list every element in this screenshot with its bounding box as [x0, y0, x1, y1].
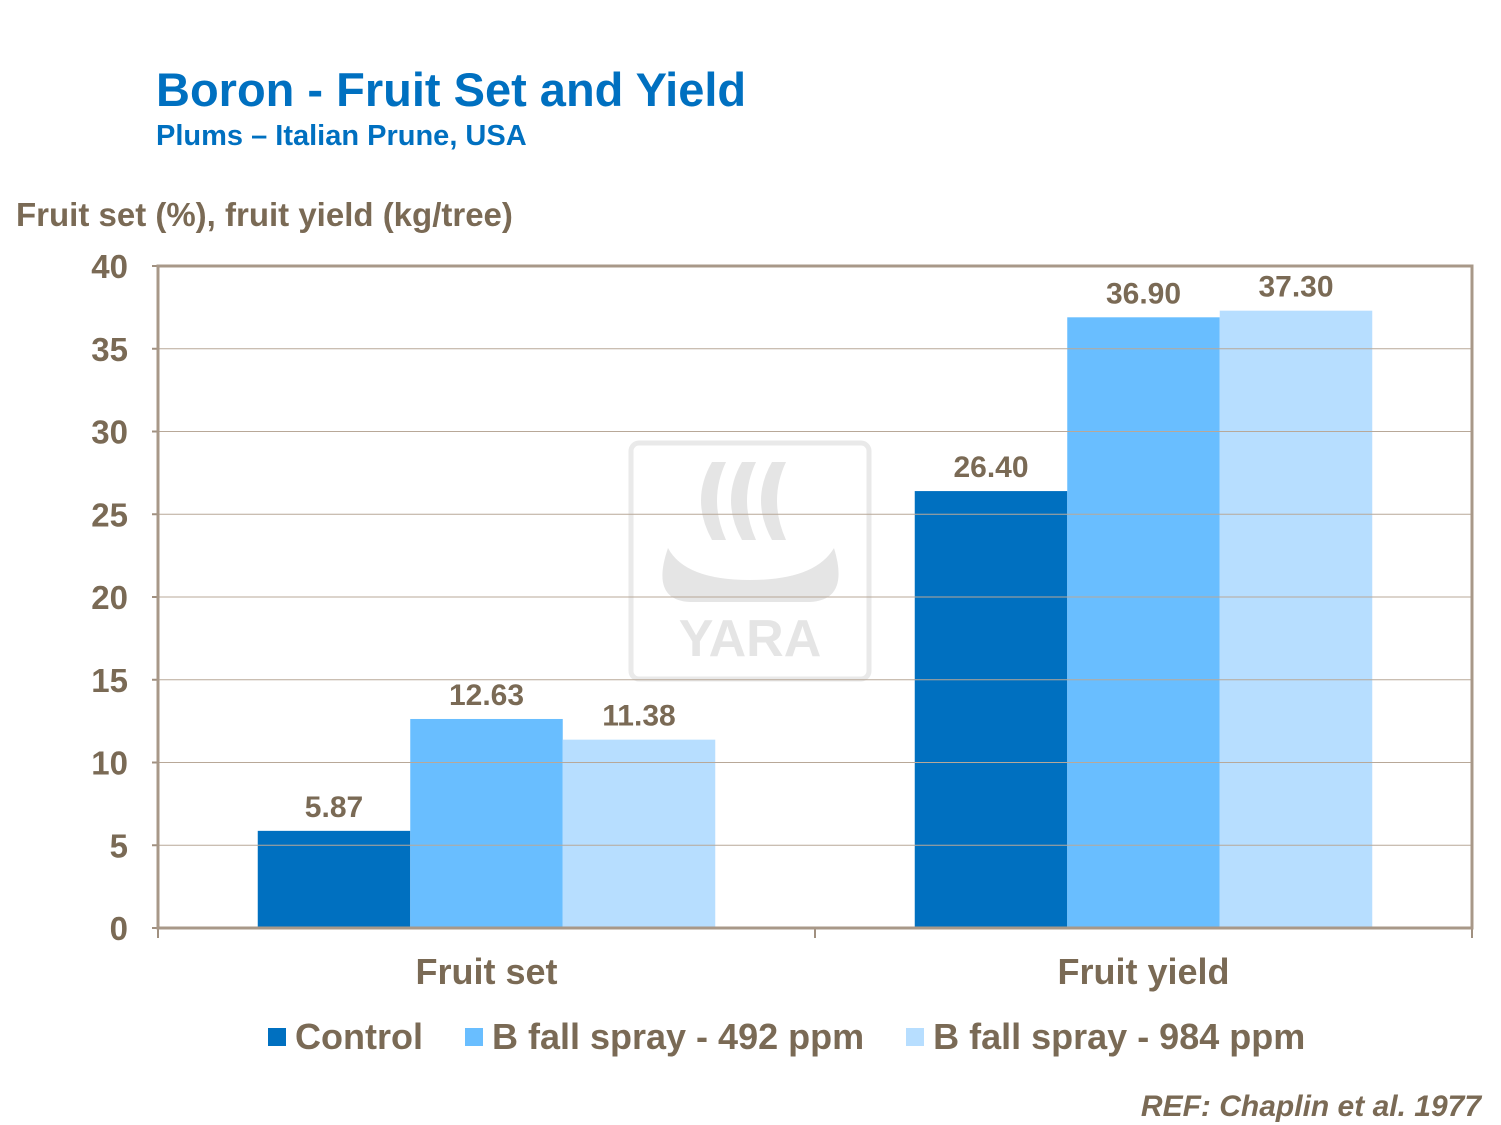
y-tick-label: 30	[91, 414, 128, 451]
yara-logo-watermark: YARA	[628, 440, 872, 682]
data-label: 37.30	[1258, 271, 1333, 304]
legend-item: B fall spray - 984 ppm	[906, 1016, 1305, 1058]
bar-fruit-yield	[1067, 317, 1220, 928]
chart-title: Boron - Fruit Set and Yield	[156, 63, 747, 116]
x-tick-label: Fruit yield	[1057, 951, 1229, 992]
y-tick-label: 35	[91, 331, 128, 368]
data-label: 5.87	[305, 791, 363, 824]
data-label: 11.38	[602, 700, 675, 733]
legend: Control B fall spray - 492 ppm B fall spra…	[268, 1016, 1347, 1058]
legend-item: Control	[268, 1016, 423, 1058]
legend-swatch	[268, 1028, 286, 1046]
chart-subtitle: Plums – Italian Prune, USA	[156, 120, 527, 152]
bar-fruit-set	[257, 830, 411, 928]
y-tick-label: 40	[91, 248, 128, 285]
legend-swatch	[906, 1028, 925, 1046]
y-tick-label: 20	[91, 579, 128, 616]
legend-swatch	[464, 1028, 483, 1046]
bar-fruit-yield	[914, 491, 1068, 928]
plot-area-border	[156, 264, 1474, 930]
legend-label: B fall spray - 492 ppm	[491, 1016, 865, 1057]
y-tick-label: 15	[91, 662, 128, 699]
x-tick-label: Fruit set	[415, 951, 557, 992]
svg-text:YARA: YARA	[679, 610, 822, 668]
data-label: 36.90	[1106, 277, 1181, 310]
bar-fruit-set	[562, 739, 716, 928]
y-tick-label: 5	[110, 827, 128, 864]
y-tick-label: 0	[110, 910, 128, 947]
y-axis-label: Fruit set (%), fruit yield (kg/tree)	[16, 196, 513, 233]
bar-fruit-set	[410, 718, 563, 928]
legend-item: B fall spray - 492 ppm	[464, 1016, 865, 1058]
data-label: 26.40	[953, 451, 1028, 484]
data-label: 12.63	[449, 679, 524, 712]
legend-label: Control	[295, 1016, 423, 1057]
y-tick-label: 10	[91, 745, 128, 782]
bar-fruit-yield	[1219, 310, 1373, 928]
y-tick-label: 25	[91, 496, 128, 533]
legend-label: B fall spray - 984 ppm	[933, 1016, 1306, 1057]
reference-note: REF: Chaplin et al. 1977	[1140, 1090, 1481, 1123]
